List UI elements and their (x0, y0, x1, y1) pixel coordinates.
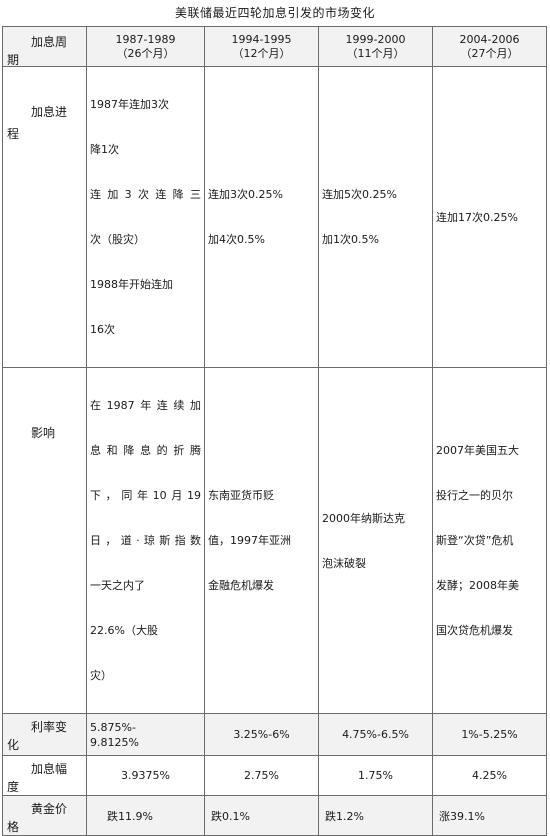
cell-line: 连加3次连降三 (90, 188, 201, 201)
header-row: 加息周 期 1987-1989 （26个月） 1994-1995 （12个月） … (2, 26, 547, 67)
cell-value: 1%-5.25% (461, 728, 518, 741)
period-months: （27个月） (460, 46, 519, 60)
cell-line: 次（股灾） (90, 233, 145, 246)
gold-cell: 跌0.1% (204, 795, 319, 836)
cell-value: 涨39.1% (439, 809, 485, 823)
cell-line: 发酵；2008年美 (436, 579, 519, 592)
cell-line: 连加5次0.25% (322, 188, 397, 201)
cell-value: 4.75%-6.5% (342, 728, 409, 741)
process-cell: 连加5次0.25% 加1次0.5% (318, 66, 433, 368)
row-label-text: 利率变 (31, 720, 68, 734)
gold-price-row: 黄金价 格 跌11.9% 跌0.1% 跌1.2% 涨39.1% (2, 795, 547, 836)
cell-line: 在1987年连续加 (90, 399, 201, 412)
hike-range-cell: 2.75% (204, 755, 319, 796)
row-label-process: 加息进 程 (2, 66, 87, 368)
cell-line: 国次贷危机爆发 (436, 624, 513, 637)
period-years: 1994-1995 (231, 32, 292, 46)
row-label-rate-change: 利率变 化 (2, 713, 87, 756)
cell-value: 3.9375% (121, 769, 170, 782)
rate-change-cell: 1%-5.25% (432, 713, 547, 756)
impact-cell: 东南亚货币贬 值，1997年亚洲 金融危机爆发 (204, 367, 319, 714)
cell-line: 2007年美国五大 (436, 444, 519, 457)
process-cell: 连加3次0.25% 加4次0.5% (204, 66, 319, 368)
row-label-impact: 影响 (2, 367, 87, 714)
impact-cell: 2007年美国五大 投行之一的贝尔 斯登“次贷”危机 发酵；2008年美 国次贷… (432, 367, 547, 714)
cell-line: 加4次0.5% (208, 233, 265, 246)
row-label-text: 化 (7, 738, 20, 752)
process-row: 加息进 程 1987年连加3次 降1次 连加3次连降三 次（股灾） 1988年开… (2, 66, 547, 368)
period-header: 2004-2006 （27个月） (432, 26, 547, 67)
period-years: 1999-2000 (345, 32, 406, 46)
impact-cell: 2000年纳斯达克 泡沫破裂 (318, 367, 433, 714)
cell-line: 降1次 (90, 143, 119, 156)
period-header: 1987-1989 （26个月） (86, 26, 205, 67)
hike-range-cell: 1.75% (318, 755, 433, 796)
cell-line: 灾） (90, 669, 112, 682)
hike-range-cell: 3.9375% (86, 755, 205, 796)
cell-value: 4.25% (472, 769, 507, 782)
page: 美联储最近四轮加息引发的市场变化 加息周 期 1987-1989 （26个月） … (2, 6, 547, 836)
cell-line: 加1次0.5% (322, 233, 379, 246)
process-cell: 1987年连加3次 降1次 连加3次连降三 次（股灾） 1988年开始连加 16… (86, 66, 205, 368)
rate-change-cell: 5.875%- 9.8125% (86, 713, 205, 756)
process-cell: 连加17次0.25% (432, 66, 547, 368)
cell-line: 1988年开始连加 (90, 278, 173, 291)
cell-line: 斯登“次贷”危机 (436, 534, 514, 547)
impact-row: 影响 在1987年连续加 息和降息的折腾 下，同年10月19 日，道·琼斯指数 … (2, 367, 547, 714)
row-label-text: 期 (7, 53, 20, 67)
cell-line: 东南亚货币贬 (208, 489, 274, 502)
row-label-text: 加息进 (31, 105, 68, 119)
cell-value: 跌1.2% (325, 809, 364, 823)
period-months: （12个月） (232, 46, 291, 60)
cell-line: 连加3次0.25% (208, 188, 283, 201)
table-title: 美联储最近四轮加息引发的市场变化 (174, 6, 375, 20)
cell-line: 1987年连加3次 (90, 98, 169, 111)
cell-line: 16次 (90, 323, 115, 336)
rate-change-cell: 4.75%-6.5% (318, 713, 433, 756)
cell-line: 泡沫破裂 (322, 556, 366, 570)
cell-value: 5.875%- 9.8125% (90, 720, 139, 749)
gold-cell: 涨39.1% (432, 795, 547, 836)
period-header: 1999-2000 （11个月） (318, 26, 433, 67)
cell-line: 22.6%（大股 (90, 624, 158, 637)
row-label-cycle: 加息周 期 (2, 26, 87, 67)
hike-range-cell: 4.25% (432, 755, 547, 796)
rate-hike-table: 加息周 期 1987-1989 （26个月） 1994-1995 （12个月） … (2, 26, 547, 836)
cell-line: 日，道·琼斯指数 (90, 534, 201, 547)
cell-line: 金融危机爆发 (208, 579, 274, 592)
gold-cell: 跌1.2% (318, 795, 433, 836)
period-years: 1987-1989 (115, 32, 176, 46)
row-label-gold: 黄金价 格 (2, 795, 87, 836)
period-years: 2004-2006 (459, 32, 520, 46)
cell-line: 值，1997年亚洲 (208, 534, 291, 547)
row-label-text: 格 (7, 820, 20, 834)
cell-line: 连加17次0.25% (436, 210, 518, 224)
cell-value: 1.75% (358, 769, 393, 782)
row-label-text: 加息幅 (31, 762, 68, 776)
cell-value: 跌0.1% (211, 809, 250, 823)
period-months: （26个月） (116, 46, 175, 60)
row-label-text: 程 (7, 127, 20, 141)
cell-value: 3.25%-6% (233, 728, 290, 741)
rate-change-row: 利率变 化 5.875%- 9.8125% 3.25%-6% 4.75%-6.5… (2, 713, 547, 756)
cell-line: 下，同年10月19 (90, 489, 201, 502)
hike-range-row: 加息幅 度 3.9375% 2.75% 1.75% 4.25% (2, 755, 547, 796)
row-label-text: 影响 (31, 426, 56, 440)
row-label-text: 黄金价 (31, 802, 68, 816)
period-header: 1994-1995 （12个月） (204, 26, 319, 67)
row-label-text: 加息周 (31, 35, 68, 49)
rate-change-cell: 3.25%-6% (204, 713, 319, 756)
cell-value: 2.75% (244, 769, 279, 782)
impact-cell: 在1987年连续加 息和降息的折腾 下，同年10月19 日，道·琼斯指数 一天之… (86, 367, 205, 714)
cell-line: 一天之内了 (90, 579, 145, 592)
cell-line: 2000年纳斯达克 (322, 511, 405, 525)
row-label-text: 度 (7, 780, 20, 794)
gold-cell: 跌11.9% (86, 795, 205, 836)
cell-line: 息和降息的折腾 (90, 444, 201, 457)
row-label-hike-range: 加息幅 度 (2, 755, 87, 796)
cell-value: 跌11.9% (107, 809, 153, 823)
cell-line: 投行之一的贝尔 (436, 489, 513, 502)
period-months: （11个月） (346, 46, 405, 60)
